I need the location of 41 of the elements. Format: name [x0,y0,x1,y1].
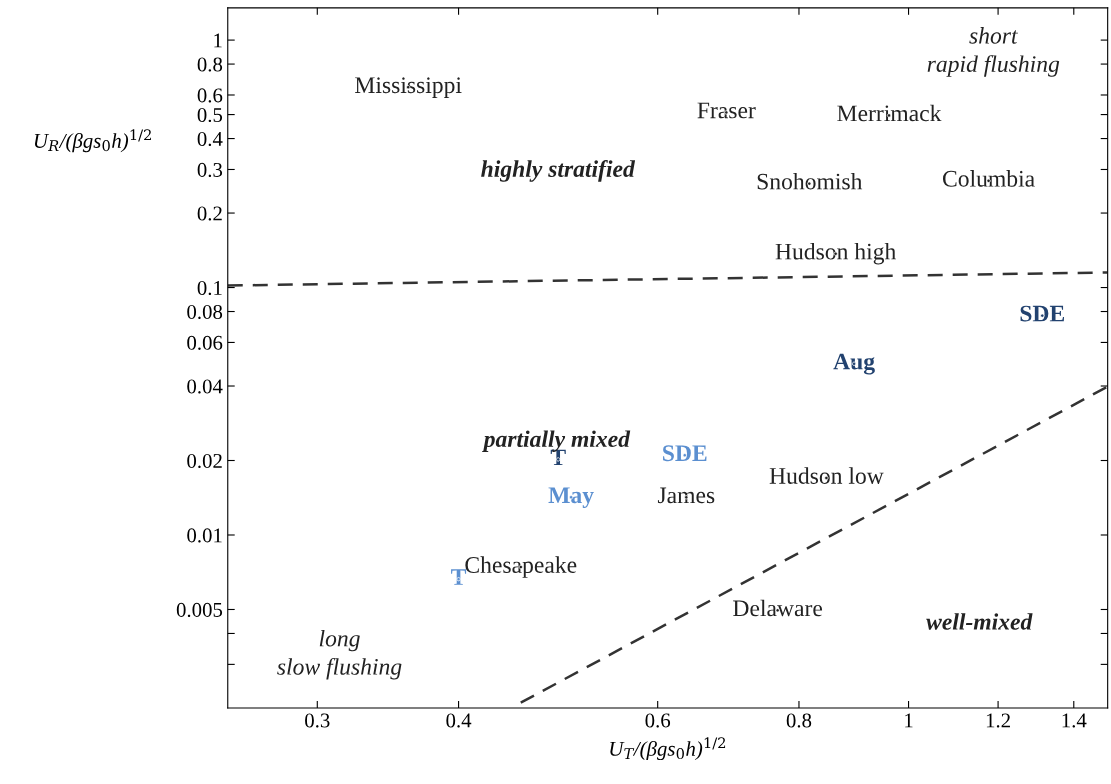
series-label: SDE [1020,305,1065,322]
series-label: James [657,487,715,504]
x-tick-label: 1.4 [1062,713,1087,728]
series-label: SDE [663,445,707,462]
y-tick-label: 0.01 [187,528,222,543]
y-tick-label: 0.4 [197,131,223,147]
series-label: Aug [833,353,875,375]
y-tick-label: 1 [214,33,222,48]
y-tick-label: 0.2 [197,206,222,221]
series-label: Hudson high [775,242,896,265]
x-tick-label: 0.3 [305,713,330,728]
y-tick-label: 0.5 [197,107,223,123]
series-label: Hudson low [769,467,884,484]
annotation: well-mixed [926,613,1033,630]
x-tick-label: 1 [905,713,913,728]
x-tick-label: 0.8 [786,713,812,728]
x-tick-label: 0.6 [645,713,671,728]
annotation: long slow flushing [277,629,402,680]
x-tick-label: 1.2 [986,713,1010,728]
y-tick-label: 0.005 [176,602,223,618]
y-tick-label: 0.06 [187,335,223,350]
annotation: short rapid flushing [927,27,1060,77]
annotation: highly stratified [481,160,636,182]
y-tick-label: 0.1 [197,280,222,296]
y-tick-label: 0.02 [187,453,222,469]
series-label: Columbia [942,170,1035,187]
y-tick-label: 0.3 [197,162,223,177]
series-label: Mississippi [355,77,462,98]
series-label: Chesapeake [465,556,577,578]
series-label: Snohomish [757,172,863,190]
series-label: Fraser [697,102,756,119]
x-axis-title: U$_{T}$/(βgs$_{0}$h)$^{1/2}$ [610,737,726,761]
x-tick-label: 0.4 [446,713,472,728]
y-tick-label: 0.8 [197,57,223,72]
y-tick-label: 0.08 [187,304,223,320]
series-label: May [548,487,594,509]
series-label: Delaware [733,599,823,617]
y-axis-title: U$_{R}$/(βgs$_{0}$h)$^{1/2}$ [34,129,151,153]
y-tick-label: 0.04 [187,379,223,394]
y-tick-label: 0.6 [197,88,223,103]
series-label: Merrimack [837,104,942,122]
